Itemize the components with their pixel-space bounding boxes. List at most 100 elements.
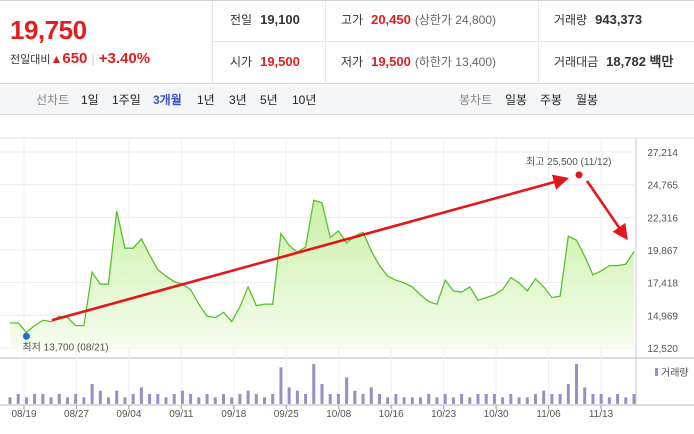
period-1d[interactable]: 1일 <box>81 93 99 107</box>
downtrend-arrow <box>585 180 628 241</box>
low-label: 저가 <box>341 55 364 69</box>
y-tick-label: 27,214 <box>647 148 678 159</box>
volume-bar <box>410 397 414 404</box>
high-label: 고가 <box>341 13 364 27</box>
quote-row-2: 시가 19,500 저가 19,500 (하한가 13,400) 거래대금 18,782… <box>213 43 694 84</box>
volume-bar <box>394 394 398 404</box>
open-label: 시가 <box>230 55 253 69</box>
volume-bar <box>263 397 267 404</box>
volume-bar <box>484 394 488 404</box>
volume-bar <box>509 394 513 404</box>
x-tick-label: 08/27 <box>64 409 89 420</box>
volume-bar <box>33 394 37 404</box>
volume-bar <box>575 364 579 404</box>
volume-bar <box>246 390 250 404</box>
x-tick-label: 08/19 <box>11 409 36 420</box>
volume-bar <box>172 394 176 404</box>
volume-bar <box>8 397 12 404</box>
volume-bars: 거래량 <box>8 364 689 404</box>
volume-bar <box>345 377 349 404</box>
x-tick-label: 09/18 <box>221 409 246 420</box>
volume-bar <box>205 394 209 404</box>
volume-bar <box>460 394 464 404</box>
volume-bar <box>74 394 78 404</box>
change-rate: +3.40% <box>98 50 151 67</box>
y-tick-label: 24,765 <box>647 181 678 192</box>
separator: | <box>91 51 95 66</box>
volume-bar <box>98 390 102 404</box>
price-line <box>10 199 635 334</box>
volume-bar <box>189 394 193 404</box>
x-tick-label: 09/04 <box>116 409 141 420</box>
prev-close-value: 19,100 <box>260 12 300 27</box>
x-tick-label: 11/13 <box>589 409 614 420</box>
volume-bar <box>279 367 283 404</box>
open-price: 시가 19,500 <box>230 43 300 84</box>
volume-bar <box>320 384 324 404</box>
volume-bar <box>632 394 636 404</box>
change-label: 전일대비 <box>10 54 51 66</box>
volume-bar <box>476 394 480 404</box>
divider <box>538 1 539 84</box>
current-price: 19,750 <box>10 15 87 45</box>
low-value: 19,500 <box>371 54 411 69</box>
period-3m[interactable]: 3개월 <box>153 93 182 107</box>
volume-bar <box>501 397 505 404</box>
volume-bar <box>525 397 529 404</box>
volume-legend-swatch <box>655 368 658 376</box>
volume-bar <box>41 394 45 404</box>
y-tick-label: 22,316 <box>647 213 678 224</box>
volume-bar <box>443 394 447 404</box>
volume-bar <box>353 390 357 404</box>
volume-bar <box>49 397 53 404</box>
volume-bar <box>427 394 431 404</box>
volume-bar <box>599 394 603 404</box>
volume-bar <box>377 394 381 404</box>
low-point-marker <box>22 332 30 340</box>
volume-bar <box>624 397 628 404</box>
up-triangle-icon: ▲ <box>50 52 63 66</box>
uptrend-arrow <box>51 174 570 322</box>
volume-bar <box>336 394 340 404</box>
lower-limit: (하한가 13,400) <box>414 55 497 69</box>
volume-bar <box>221 394 225 404</box>
candle-chart-label: 봉차트 <box>459 93 493 107</box>
prev-close-label: 전일 <box>230 13 253 27</box>
volume-bar <box>156 394 160 404</box>
volume-bar <box>123 397 127 404</box>
x-tick-label: 10/30 <box>484 409 509 420</box>
chart-period-toolbar: 선차트 1일 1주일 3개월 1년 3년 5년 10년 봉차트 일봉 주봉 월봉 <box>0 85 694 115</box>
high-point-marker <box>575 171 583 179</box>
x-tick-label: 09/11 <box>169 409 194 420</box>
y-tick-label: 12,520 <box>647 344 678 355</box>
amount-value: 18,782 백만 <box>606 54 674 69</box>
period-3y[interactable]: 3년 <box>229 93 247 107</box>
volume-label: 거래량 <box>554 13 588 27</box>
period-1w[interactable]: 1주일 <box>112 93 141 107</box>
chart-axes: 27,214 24,765 22,316 19,867 17,418 14,969 12,5… <box>11 148 678 420</box>
candle-weekly[interactable]: 주봉 <box>540 93 563 107</box>
price-chart: 거래량 최저 13,700 (08/21) 최고 25,500 (11/12) 2… <box>0 137 694 420</box>
change-amount: 650 <box>62 50 88 67</box>
volume-bar <box>180 390 184 404</box>
current-price-box: 19,750 전일대비▲650 | +3.40% <box>0 1 213 84</box>
high-price: 고가 20,450 (상한가 24,800) <box>341 1 496 42</box>
volume-bar <box>82 397 86 404</box>
x-tick-label: 11/06 <box>536 409 561 420</box>
chart-annotations: 최저 13,700 (08/21) 최고 25,500 (11/12) <box>22 156 628 353</box>
volume-bar <box>607 397 611 404</box>
price-area <box>10 199 635 348</box>
trade-amount: 거래대금 18,782 백만 <box>554 43 673 84</box>
volume-bar <box>57 394 61 404</box>
candle-daily[interactable]: 일봉 <box>505 93 528 107</box>
volume-bar <box>295 390 299 404</box>
volume-bar <box>402 397 406 404</box>
period-1y[interactable]: 1년 <box>197 93 215 107</box>
volume-bar <box>492 394 496 404</box>
period-10y[interactable]: 10년 <box>292 93 317 107</box>
candle-monthly[interactable]: 월봉 <box>576 93 599 107</box>
period-5y[interactable]: 5년 <box>260 93 278 107</box>
volume-bar <box>558 394 562 404</box>
y-tick-label: 17,418 <box>647 279 678 290</box>
volume-bar <box>468 397 472 404</box>
